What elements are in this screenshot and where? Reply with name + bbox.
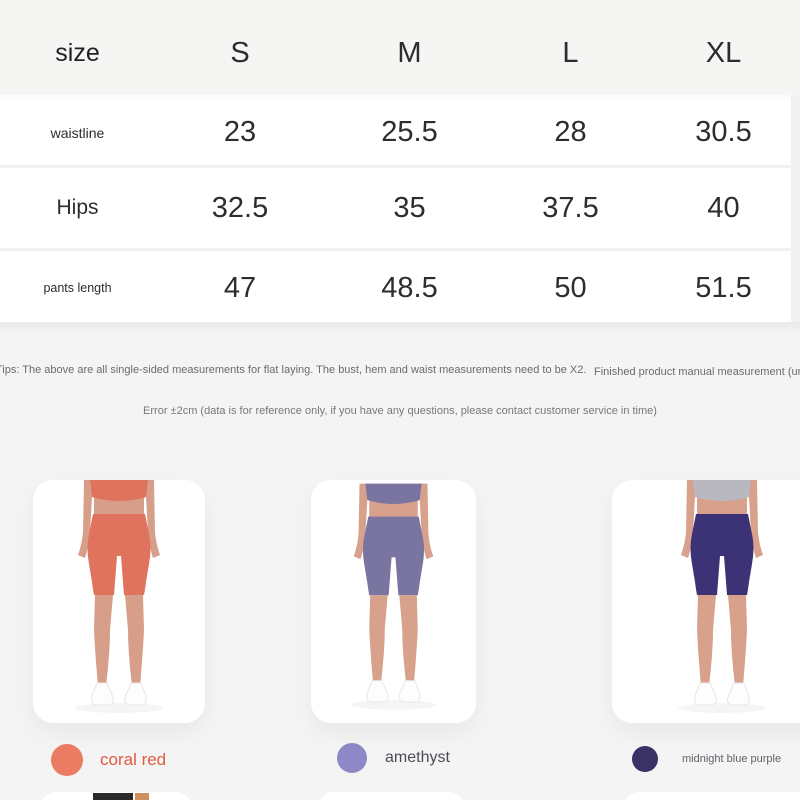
measurement-value: 48.5 [381,271,438,304]
measurement-value: 51.5 [695,271,752,304]
error-note: Error ±2cm (data is for reference only, … [143,405,657,417]
sneaker [398,680,421,703]
next-section-card [623,792,800,800]
measurement-value: 47 [223,271,257,304]
size-header-s: S [230,37,250,69]
measurement-value: 23 [223,116,257,148]
sneaker [124,682,147,706]
ground-shadow [678,703,766,713]
model-leg [697,595,716,686]
measurement-value: 40 [707,191,740,224]
shorts [690,514,754,595]
measurement-value: 28 [554,116,587,148]
row-label: pants length [43,281,112,295]
row-label: Hips [56,196,99,219]
table-edge-strip [791,95,800,322]
tips-note: Tips: The above are all single-sided mea… [0,364,587,376]
measurement-value: 30.5 [695,116,752,148]
photo-sliver [93,793,133,800]
table-row-hips: Hips 32.5 35 37.5 40 [0,168,800,251]
color-swatch-label: midnight blue purple [682,753,782,765]
model-photo [350,483,437,710]
measurement-value: 25.5 [381,116,438,148]
crop-top [365,483,422,504]
shorts [87,514,151,595]
color-swatch-coral-red: coral red [51,744,166,776]
model-photo [678,480,766,713]
table-row-waistline: waistline 23 25.5 28 30.5 [0,100,800,168]
sneaker [694,682,717,706]
table-row-pants-length: pants length 47 48.5 50 51.5 [0,251,800,325]
size-chart-header-row: size S M L XL [0,0,800,100]
measurement-notes-section: Tips: The above are all single-sided mea… [0,322,800,800]
sneaker [727,682,750,706]
crop-top [693,480,751,501]
crop-top [90,480,148,501]
measurement-value: 37.5 [542,191,599,224]
size-header-xl: XL [705,37,742,69]
color-swatch-midnight-blue-purple: midnight blue purple [632,746,781,772]
next-section-card [40,792,192,800]
color-swatch-label: amethyst [385,749,450,766]
color-swatch-label: coral red [100,750,167,769]
color-swatch-dot [337,743,367,773]
ground-shadow [350,700,437,710]
model-leg [399,595,418,684]
product-photo-card-coral-red [33,480,205,723]
model-leg [728,595,747,686]
size-chart-table: size S M L XL waistline 23 25.5 28 30.5 … [0,0,800,325]
shorts [362,516,425,596]
ground-shadow [75,703,163,713]
color-swatch-dot [632,746,658,772]
sneaker [91,682,114,706]
unit-note: Finished product manual measurement (uni… [594,366,800,378]
next-section-card [318,792,465,800]
size-header-m: M [397,37,422,69]
color-swatch-dot [51,744,83,776]
size-header-l: L [562,37,579,69]
measurement-value: 32.5 [211,191,269,224]
color-swatch-amethyst: amethyst [337,743,450,773]
model-leg [125,595,144,686]
model-leg [94,595,113,686]
photo-sliver [135,793,149,800]
size-column-title: size [55,39,100,67]
measurement-value: 35 [393,191,426,224]
sneaker [366,680,389,703]
measurement-value: 50 [554,271,587,304]
product-photo-card-midnight-blue-purple [612,480,800,723]
model-leg [369,595,388,684]
row-label: waistline [50,124,105,141]
product-photo-card-amethyst [311,480,476,723]
model-photo [75,480,163,713]
